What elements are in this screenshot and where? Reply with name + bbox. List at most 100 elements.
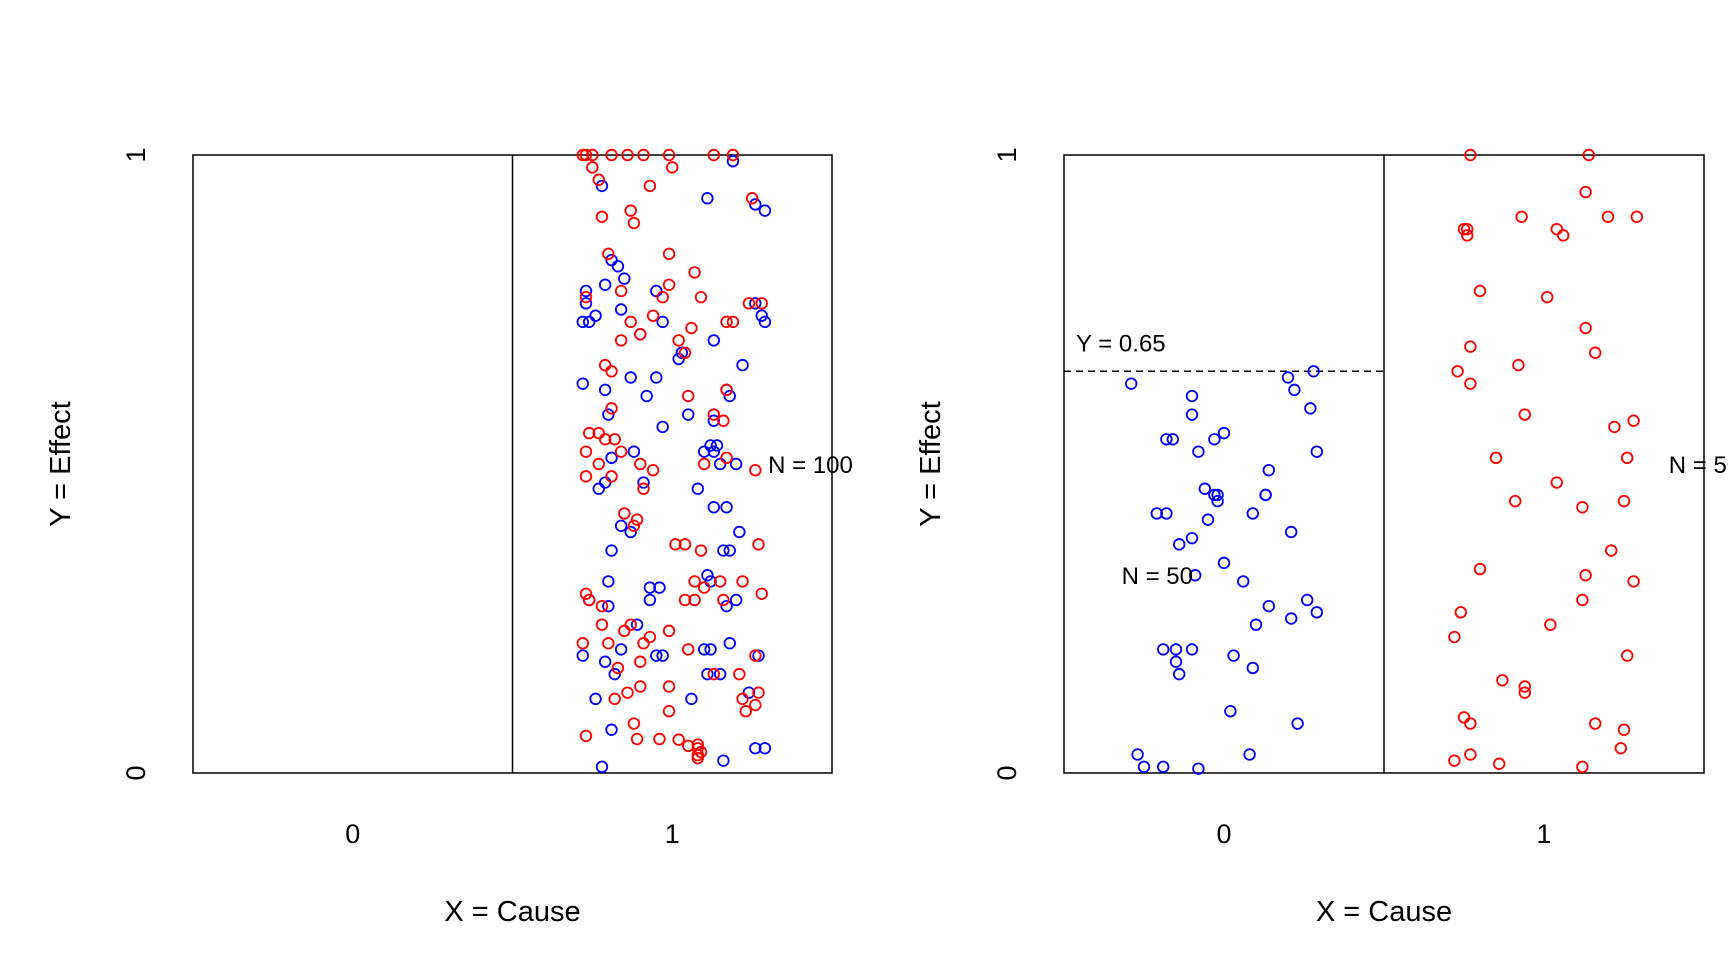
data-point xyxy=(1473,284,1487,298)
data-point xyxy=(589,692,602,706)
data-point xyxy=(729,457,743,471)
data-point xyxy=(576,148,589,162)
data-point xyxy=(717,544,730,557)
data-point xyxy=(595,210,609,224)
data-point xyxy=(586,161,599,174)
data-point xyxy=(595,599,609,613)
data-point xyxy=(650,649,663,662)
data-point xyxy=(614,519,628,533)
data-point xyxy=(752,686,765,699)
data-point xyxy=(579,470,593,483)
data-point xyxy=(1160,433,1173,446)
data-point xyxy=(723,544,736,557)
data-point xyxy=(618,507,631,520)
data-point xyxy=(1617,494,1631,508)
data-point xyxy=(1300,593,1314,607)
data-point xyxy=(733,667,746,681)
data-point xyxy=(1307,365,1320,378)
data-point xyxy=(1185,389,1199,403)
x-tick-label: 0 xyxy=(345,819,360,849)
data-point xyxy=(717,754,730,767)
data-point xyxy=(736,575,749,588)
data-point xyxy=(698,445,711,458)
data-point xyxy=(1262,599,1276,613)
data-point xyxy=(605,148,618,162)
data-point xyxy=(1310,606,1324,619)
data-point xyxy=(1166,433,1180,446)
data-point xyxy=(720,501,733,514)
data-point xyxy=(745,192,759,205)
data-point xyxy=(1172,538,1186,551)
data-point xyxy=(634,680,647,693)
data-point xyxy=(1540,290,1554,304)
data-point xyxy=(1579,321,1592,335)
data-point xyxy=(634,328,647,341)
data-point xyxy=(698,457,711,471)
data-point xyxy=(701,192,714,205)
data-point xyxy=(749,463,762,477)
data-point xyxy=(707,667,720,681)
data-point xyxy=(729,593,743,607)
data-point xyxy=(1518,686,1532,699)
data-point xyxy=(701,667,714,681)
data-point xyxy=(682,643,695,656)
data-point xyxy=(707,414,720,427)
data-point xyxy=(592,482,605,495)
data-point xyxy=(614,334,628,347)
data-point xyxy=(579,587,593,600)
data-point xyxy=(1198,482,1212,495)
data-point xyxy=(1246,507,1260,520)
data-point xyxy=(1473,562,1487,576)
data-point xyxy=(662,148,676,162)
data-point xyxy=(704,643,717,656)
data-point xyxy=(713,575,727,588)
data-point xyxy=(576,637,589,650)
data-point xyxy=(694,544,708,557)
x-axis-label: X = Cause xyxy=(444,896,580,928)
data-point xyxy=(1192,762,1205,775)
data-point xyxy=(608,692,621,706)
data-point xyxy=(707,148,720,162)
data-point xyxy=(678,593,692,607)
data-point xyxy=(1457,711,1471,724)
data-point xyxy=(1518,680,1532,693)
data-point xyxy=(688,575,701,588)
data-point xyxy=(698,643,711,656)
data-point xyxy=(643,581,657,594)
data-point xyxy=(637,637,650,650)
data-point xyxy=(656,290,669,304)
right-panel: 0 1 0 1 X = Cause Y = Effect Y = 0.65 N = 50 N =… xyxy=(915,147,1728,928)
data-point xyxy=(1492,757,1506,770)
data-point xyxy=(637,148,650,162)
data-point xyxy=(611,661,625,675)
y-axis-label: Y = Effect xyxy=(915,401,947,527)
data-point xyxy=(614,303,628,316)
data-point xyxy=(1185,531,1199,545)
data-point xyxy=(726,148,740,162)
data-point xyxy=(598,655,612,668)
y-tick-label: 1 xyxy=(992,147,1022,162)
data-point xyxy=(634,655,647,668)
data-point xyxy=(624,315,637,329)
data-point xyxy=(592,426,605,440)
data-point xyxy=(726,154,740,168)
data-point xyxy=(662,278,676,291)
data-point xyxy=(602,408,615,421)
data-point xyxy=(602,637,615,650)
data-point xyxy=(637,482,650,495)
data-point xyxy=(618,272,631,285)
data-point xyxy=(605,470,618,483)
data-point xyxy=(582,426,596,440)
data-point xyxy=(582,315,596,329)
data-point xyxy=(749,698,762,712)
data-point xyxy=(627,519,641,533)
data-point xyxy=(656,649,669,662)
data-point xyxy=(710,439,724,452)
data-point xyxy=(589,309,602,322)
data-point xyxy=(1614,742,1628,755)
data-point xyxy=(1208,433,1221,446)
data-point xyxy=(688,593,701,607)
data-point xyxy=(698,581,711,594)
data-point xyxy=(752,538,765,551)
data-point xyxy=(1201,513,1215,526)
